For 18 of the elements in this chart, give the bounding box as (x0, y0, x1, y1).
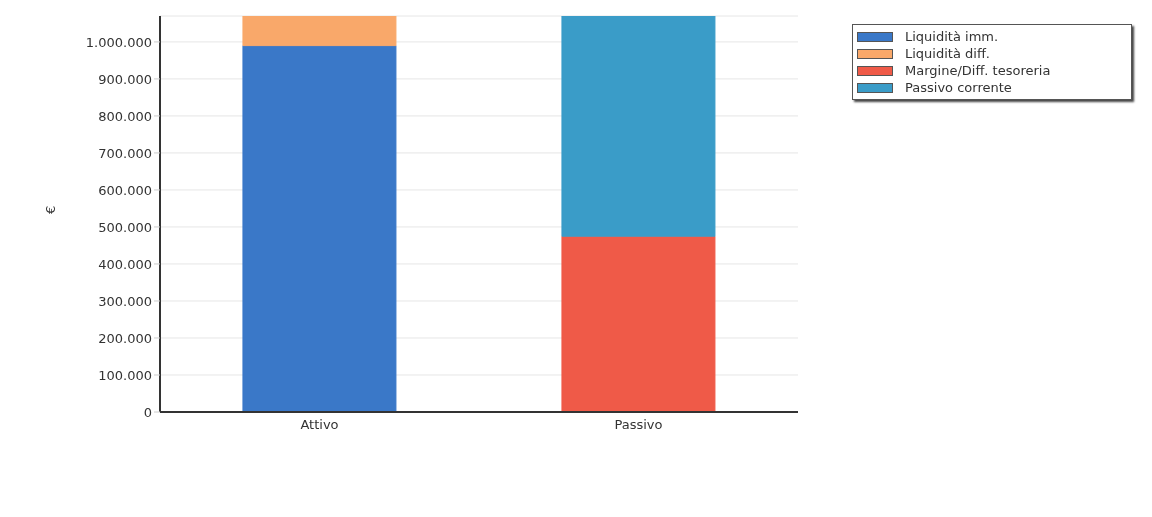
y-tick-label: 1.000.000 (85, 34, 152, 50)
y-tick-label: 100.000 (98, 367, 152, 383)
y-tick-label: 600.000 (98, 182, 152, 198)
y-tick-label: 900.000 (98, 71, 152, 87)
y-axis-title: € (42, 205, 58, 214)
y-tick-label: 500.000 (98, 219, 152, 235)
x-tick-label: Passivo (614, 417, 663, 433)
y-tick-label: 800.000 (98, 108, 152, 124)
y-tick-label: 300.000 (98, 293, 152, 309)
y-tick-label: 0 (143, 404, 152, 420)
legend-label: Liquidità diff. (905, 45, 990, 62)
y-tick-label: 700.000 (98, 145, 152, 161)
legend-label: Passivo corrente (905, 79, 1012, 96)
legend-label: Margine/Diff. tesoreria (905, 62, 1051, 79)
y-tick-label: 400.000 (98, 256, 152, 272)
x-tick-label: Attivo (300, 417, 339, 433)
legend-label: Liquidità imm. (905, 28, 999, 45)
y-tick-label: 200.000 (98, 330, 152, 346)
